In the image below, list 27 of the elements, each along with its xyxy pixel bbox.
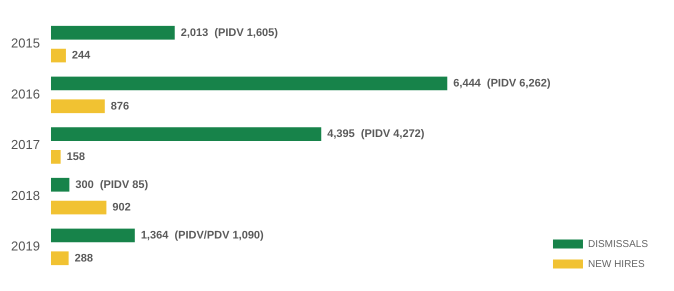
data-label: 2,013 (PIDV 1,605) [180,26,278,39]
bar [50,99,105,114]
data-label: 300 (PIDV 85) [75,178,148,191]
bar [50,228,135,242]
y-tick-label: 2016 [11,86,40,102]
data-label: 4,395 (PIDV 4,272) [327,128,425,140]
data-label: 876 [110,100,130,112]
legend-label: DISMISSALS [588,238,648,250]
bar [50,251,69,266]
data-label: 902 [112,202,131,214]
data-label: 1,364 (PIDV/PDV 1,090) [140,229,264,242]
bar [50,26,175,40]
y-tick-label: 2015 [11,36,40,51]
y-tick-label: 2019 [11,238,40,254]
bar [50,127,322,141]
bar [50,200,106,214]
y-tick-label: 2017 [11,137,40,152]
data-label: 6,444 (PIDV 6,262) [453,77,551,90]
data-label: 244 [72,50,92,62]
legend-label: NEW HIRES [588,258,645,270]
bar [50,76,448,90]
data-label: 158 [66,150,85,163]
bar [50,178,70,192]
bar [50,150,61,164]
y-tick-label: 2018 [11,188,40,203]
bar [50,48,66,62]
data-label: 288 [74,252,93,264]
